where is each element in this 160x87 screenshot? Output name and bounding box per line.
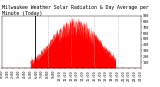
Text: Milwaukee Weather Solar Radiation & Day Average per Minute (Today): Milwaukee Weather Solar Radiation & Day … (2, 5, 148, 16)
